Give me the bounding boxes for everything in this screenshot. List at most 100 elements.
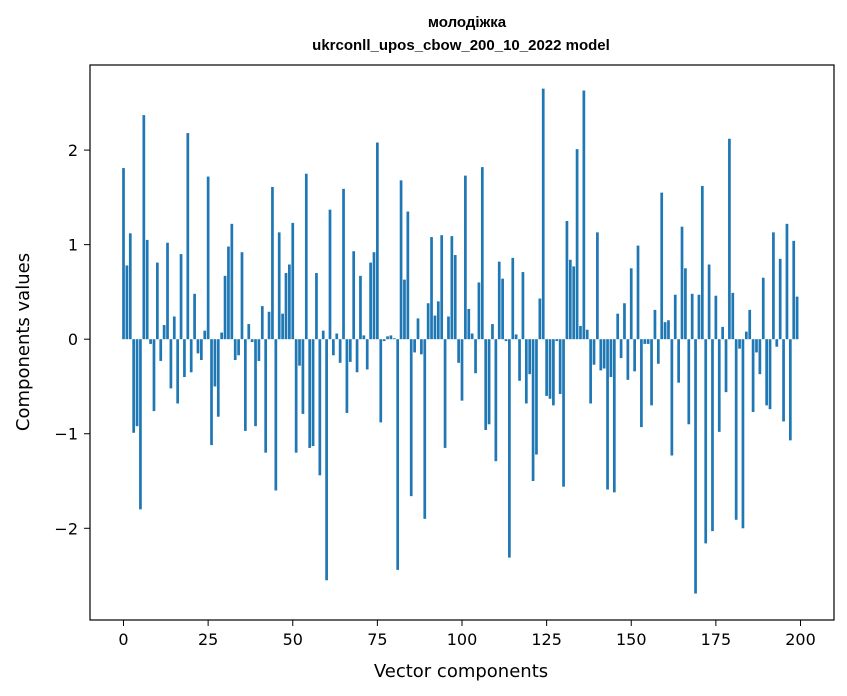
bar xyxy=(288,264,291,340)
bar xyxy=(592,339,596,365)
bar xyxy=(694,339,697,594)
bar xyxy=(139,339,142,510)
bar xyxy=(382,339,386,342)
bar xyxy=(619,339,623,359)
bar xyxy=(528,339,532,375)
bar xyxy=(125,265,129,340)
bar xyxy=(467,308,471,340)
bar xyxy=(474,339,477,374)
bar xyxy=(342,188,345,340)
bar xyxy=(145,239,149,340)
bar xyxy=(765,339,768,406)
bar xyxy=(345,339,349,413)
bar xyxy=(487,339,491,425)
bar xyxy=(176,339,180,404)
x-tick-label: 75 xyxy=(367,630,387,649)
x-axis-label: Vector components xyxy=(374,661,548,682)
bar xyxy=(758,339,762,375)
bar xyxy=(291,222,295,340)
bar xyxy=(166,242,169,340)
bar xyxy=(169,339,173,389)
bar xyxy=(545,339,548,396)
bar xyxy=(687,339,691,425)
bar xyxy=(277,232,281,340)
bar xyxy=(392,338,396,340)
bar xyxy=(667,320,670,340)
bar xyxy=(369,262,372,340)
x-tick-label: 100 xyxy=(447,630,478,649)
bar xyxy=(623,303,626,340)
bar xyxy=(162,325,166,340)
bar xyxy=(460,339,464,401)
bar xyxy=(548,339,552,399)
bar xyxy=(294,339,298,453)
bar xyxy=(514,334,518,340)
bar xyxy=(128,233,132,340)
bar xyxy=(409,339,413,497)
bar xyxy=(596,232,599,340)
bar xyxy=(298,339,301,366)
bar xyxy=(406,211,410,340)
bar xyxy=(227,246,230,340)
bar xyxy=(711,339,714,532)
bar xyxy=(650,339,653,406)
bar xyxy=(186,133,190,340)
bar xyxy=(396,339,400,570)
x-tick-label: 0 xyxy=(118,630,128,649)
bar xyxy=(348,339,352,362)
bar xyxy=(457,339,460,363)
bar xyxy=(656,339,660,364)
bar xyxy=(332,339,335,356)
bar xyxy=(741,339,745,529)
bar xyxy=(247,324,251,340)
bar xyxy=(565,221,569,340)
bar xyxy=(555,339,559,342)
bar xyxy=(646,339,650,344)
bar xyxy=(768,339,772,410)
bar xyxy=(629,268,633,340)
y-axis-ticks: −2 −1 0 1 2 xyxy=(54,141,90,538)
bar xyxy=(541,88,545,340)
bar xyxy=(700,186,704,340)
bar xyxy=(731,292,735,340)
bar xyxy=(609,339,613,378)
bar xyxy=(477,282,481,340)
bar xyxy=(562,339,565,487)
bar xyxy=(755,339,758,353)
bar xyxy=(281,313,284,340)
bar xyxy=(728,138,731,340)
bar xyxy=(254,339,257,427)
bar xyxy=(264,339,268,453)
bar xyxy=(318,339,322,476)
bar xyxy=(321,330,325,340)
bar xyxy=(389,335,393,340)
bar xyxy=(643,339,647,344)
y-tick-label: 0 xyxy=(68,330,78,349)
bar xyxy=(355,339,359,373)
plot-frame xyxy=(89,64,835,621)
bar xyxy=(304,173,308,340)
bar xyxy=(365,339,369,370)
bar xyxy=(413,339,416,353)
bar xyxy=(480,167,484,340)
bar xyxy=(311,339,315,447)
bar xyxy=(751,339,755,412)
bar xyxy=(301,339,305,414)
bar xyxy=(189,339,193,373)
y-tick-label: 1 xyxy=(68,236,78,255)
bar xyxy=(325,339,328,581)
chart-subtitle: ukrconll_upos_cbow_200_10_2022 model xyxy=(312,37,610,54)
bar xyxy=(172,316,176,340)
bar xyxy=(795,296,799,340)
bar xyxy=(690,293,694,340)
bar xyxy=(142,115,146,340)
bar xyxy=(772,232,775,340)
bar xyxy=(572,266,576,340)
bar xyxy=(501,278,504,340)
bar xyxy=(744,331,748,340)
bar xyxy=(677,339,680,383)
bar xyxy=(778,258,782,340)
bar xyxy=(653,309,657,340)
bar xyxy=(616,313,620,340)
bar xyxy=(206,176,210,340)
